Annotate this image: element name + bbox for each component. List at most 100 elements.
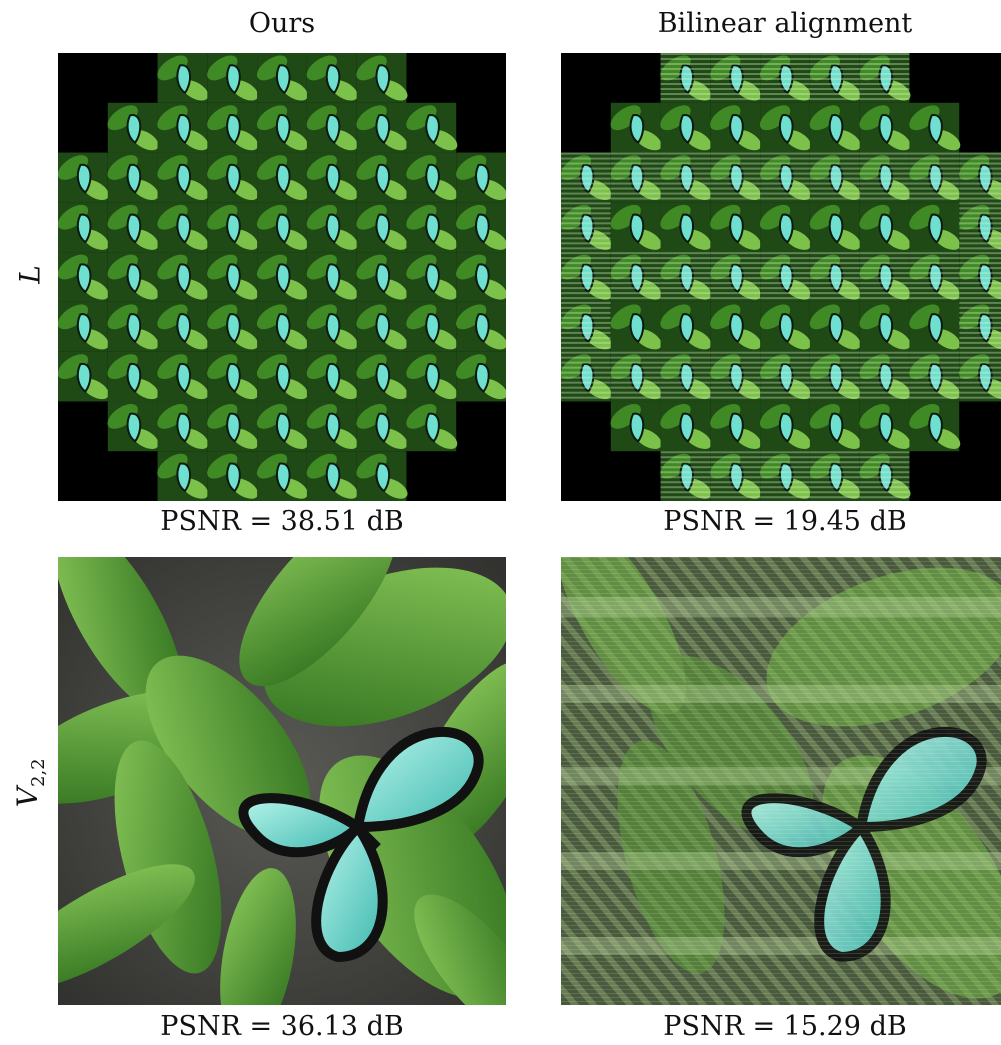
psnr-caption-top-left: PSNR = 38.51 dB xyxy=(160,506,404,537)
subaperture-tile xyxy=(809,351,861,402)
subaperture-tile xyxy=(759,451,811,501)
subaperture-tile xyxy=(157,53,209,103)
subaperture-tile xyxy=(207,53,259,103)
subaperture-tile xyxy=(561,301,612,352)
subaperture-tile xyxy=(909,202,961,253)
subaperture-tile xyxy=(809,252,861,302)
subaperture-tile xyxy=(660,152,712,203)
subaperture-tile xyxy=(58,252,109,302)
subaperture-tile xyxy=(958,301,1001,352)
subaperture-tile xyxy=(306,451,358,501)
subaperture-tile xyxy=(256,401,308,452)
column-title-bilinear: Bilinear alignment xyxy=(657,8,913,39)
subaperture-tile xyxy=(809,53,861,103)
subaperture-tile xyxy=(561,351,612,402)
butterfly-view-ours xyxy=(58,557,506,1005)
subaperture-tile xyxy=(306,351,358,402)
subaperture-tile xyxy=(157,202,209,253)
subaperture-tile xyxy=(660,401,712,452)
subaperture-tile xyxy=(710,102,762,153)
subaperture-tile xyxy=(157,401,209,452)
subaperture-tile xyxy=(157,301,209,352)
psnr-caption-top-right: PSNR = 19.45 dB xyxy=(663,506,907,537)
subaperture-tile xyxy=(306,102,358,153)
subaperture-tile xyxy=(809,301,861,352)
subaperture-tile xyxy=(107,301,159,352)
subaperture-tile xyxy=(809,401,861,452)
subaperture-tile xyxy=(157,351,209,402)
subaperture-tile xyxy=(256,351,308,402)
subaperture-tile xyxy=(157,152,209,203)
subaperture-tile xyxy=(909,401,961,452)
subaperture-tile xyxy=(58,202,109,253)
subaperture-tile xyxy=(561,152,612,203)
row-label-V22: V2,2 xyxy=(11,758,49,808)
subaperture-tile xyxy=(356,252,408,302)
subaperture-tile xyxy=(859,401,911,452)
subaperture-tile xyxy=(710,401,762,452)
subaperture-tile xyxy=(660,301,712,352)
subaperture-tile xyxy=(256,202,308,253)
subaperture-tile xyxy=(406,301,458,352)
subaperture-tile xyxy=(809,202,861,253)
subaperture-tile xyxy=(207,301,259,352)
subaperture-tile xyxy=(561,252,612,302)
subaperture-tile xyxy=(859,301,911,352)
subaperture-tile xyxy=(207,451,259,501)
subaperture-tile xyxy=(759,152,811,203)
subaperture-tile xyxy=(710,351,762,402)
subaperture-tile xyxy=(759,301,811,352)
subaperture-tile xyxy=(356,152,408,203)
subaperture-tile xyxy=(58,301,109,352)
subaperture-tile xyxy=(406,252,458,302)
subaperture-tile xyxy=(909,102,961,153)
subaperture-tile xyxy=(406,102,458,153)
subaperture-tile xyxy=(107,351,159,402)
subaperture-tile xyxy=(356,301,408,352)
subaperture-tile xyxy=(710,53,762,103)
subaperture-tile xyxy=(809,102,861,153)
lightfield-mosaic-bilinear xyxy=(561,53,1001,501)
subaperture-tile xyxy=(256,301,308,352)
subaperture-tile xyxy=(809,451,861,501)
subaperture-tile xyxy=(207,152,259,203)
subaperture-tile xyxy=(455,152,506,203)
subaperture-tile xyxy=(859,252,911,302)
subaperture-tile xyxy=(207,102,259,153)
subaperture-tile xyxy=(909,351,961,402)
subaperture-tile xyxy=(859,351,911,402)
subaperture-tile xyxy=(256,53,308,103)
subaperture-tile xyxy=(356,451,408,501)
subaperture-tile xyxy=(759,53,811,103)
subaperture-tile xyxy=(859,202,911,253)
column-title-ours: Ours xyxy=(248,8,316,39)
subaperture-tile xyxy=(306,152,358,203)
subaperture-tile xyxy=(107,102,159,153)
subaperture-tile xyxy=(958,152,1001,203)
subaperture-tile xyxy=(107,202,159,253)
subaperture-tile xyxy=(406,351,458,402)
subaperture-tile xyxy=(561,202,612,253)
psnr-caption-bottom-right: PSNR = 15.29 dB xyxy=(663,1011,907,1042)
subaperture-tile xyxy=(256,102,308,153)
subaperture-tile xyxy=(306,401,358,452)
subaperture-tile xyxy=(958,351,1001,402)
subaperture-tile xyxy=(58,152,109,203)
subaperture-tile xyxy=(356,53,408,103)
subaperture-tile xyxy=(157,102,209,153)
subaperture-tile xyxy=(610,102,662,153)
subaperture-tile xyxy=(610,252,662,302)
row-label-L: L xyxy=(13,265,47,284)
butterfly xyxy=(238,726,484,963)
subaperture-tile xyxy=(759,351,811,402)
subaperture-tile xyxy=(306,53,358,103)
subaperture-tile xyxy=(610,152,662,203)
subaperture-tile xyxy=(660,451,712,501)
subaperture-tile xyxy=(660,202,712,253)
subaperture-tile xyxy=(859,152,911,203)
subaperture-tile xyxy=(107,252,159,302)
subaperture-tile xyxy=(859,451,911,501)
subaperture-tile xyxy=(256,252,308,302)
subaperture-tile xyxy=(660,351,712,402)
subaperture-tile xyxy=(809,152,861,203)
